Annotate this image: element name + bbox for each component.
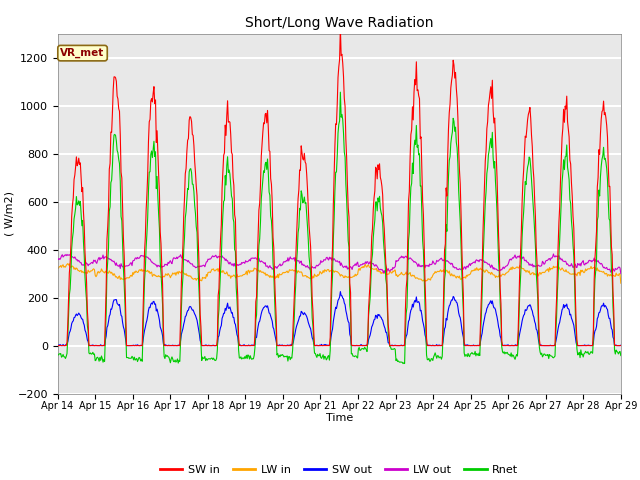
Legend: SW in, LW in, SW out, LW out, Rnet: SW in, LW in, SW out, LW out, Rnet bbox=[156, 460, 523, 479]
X-axis label: Time: Time bbox=[326, 413, 353, 422]
Title: Short/Long Wave Radiation: Short/Long Wave Radiation bbox=[245, 16, 433, 30]
Y-axis label: ( W/m2): ( W/m2) bbox=[4, 191, 15, 236]
Text: VR_met: VR_met bbox=[60, 48, 105, 58]
